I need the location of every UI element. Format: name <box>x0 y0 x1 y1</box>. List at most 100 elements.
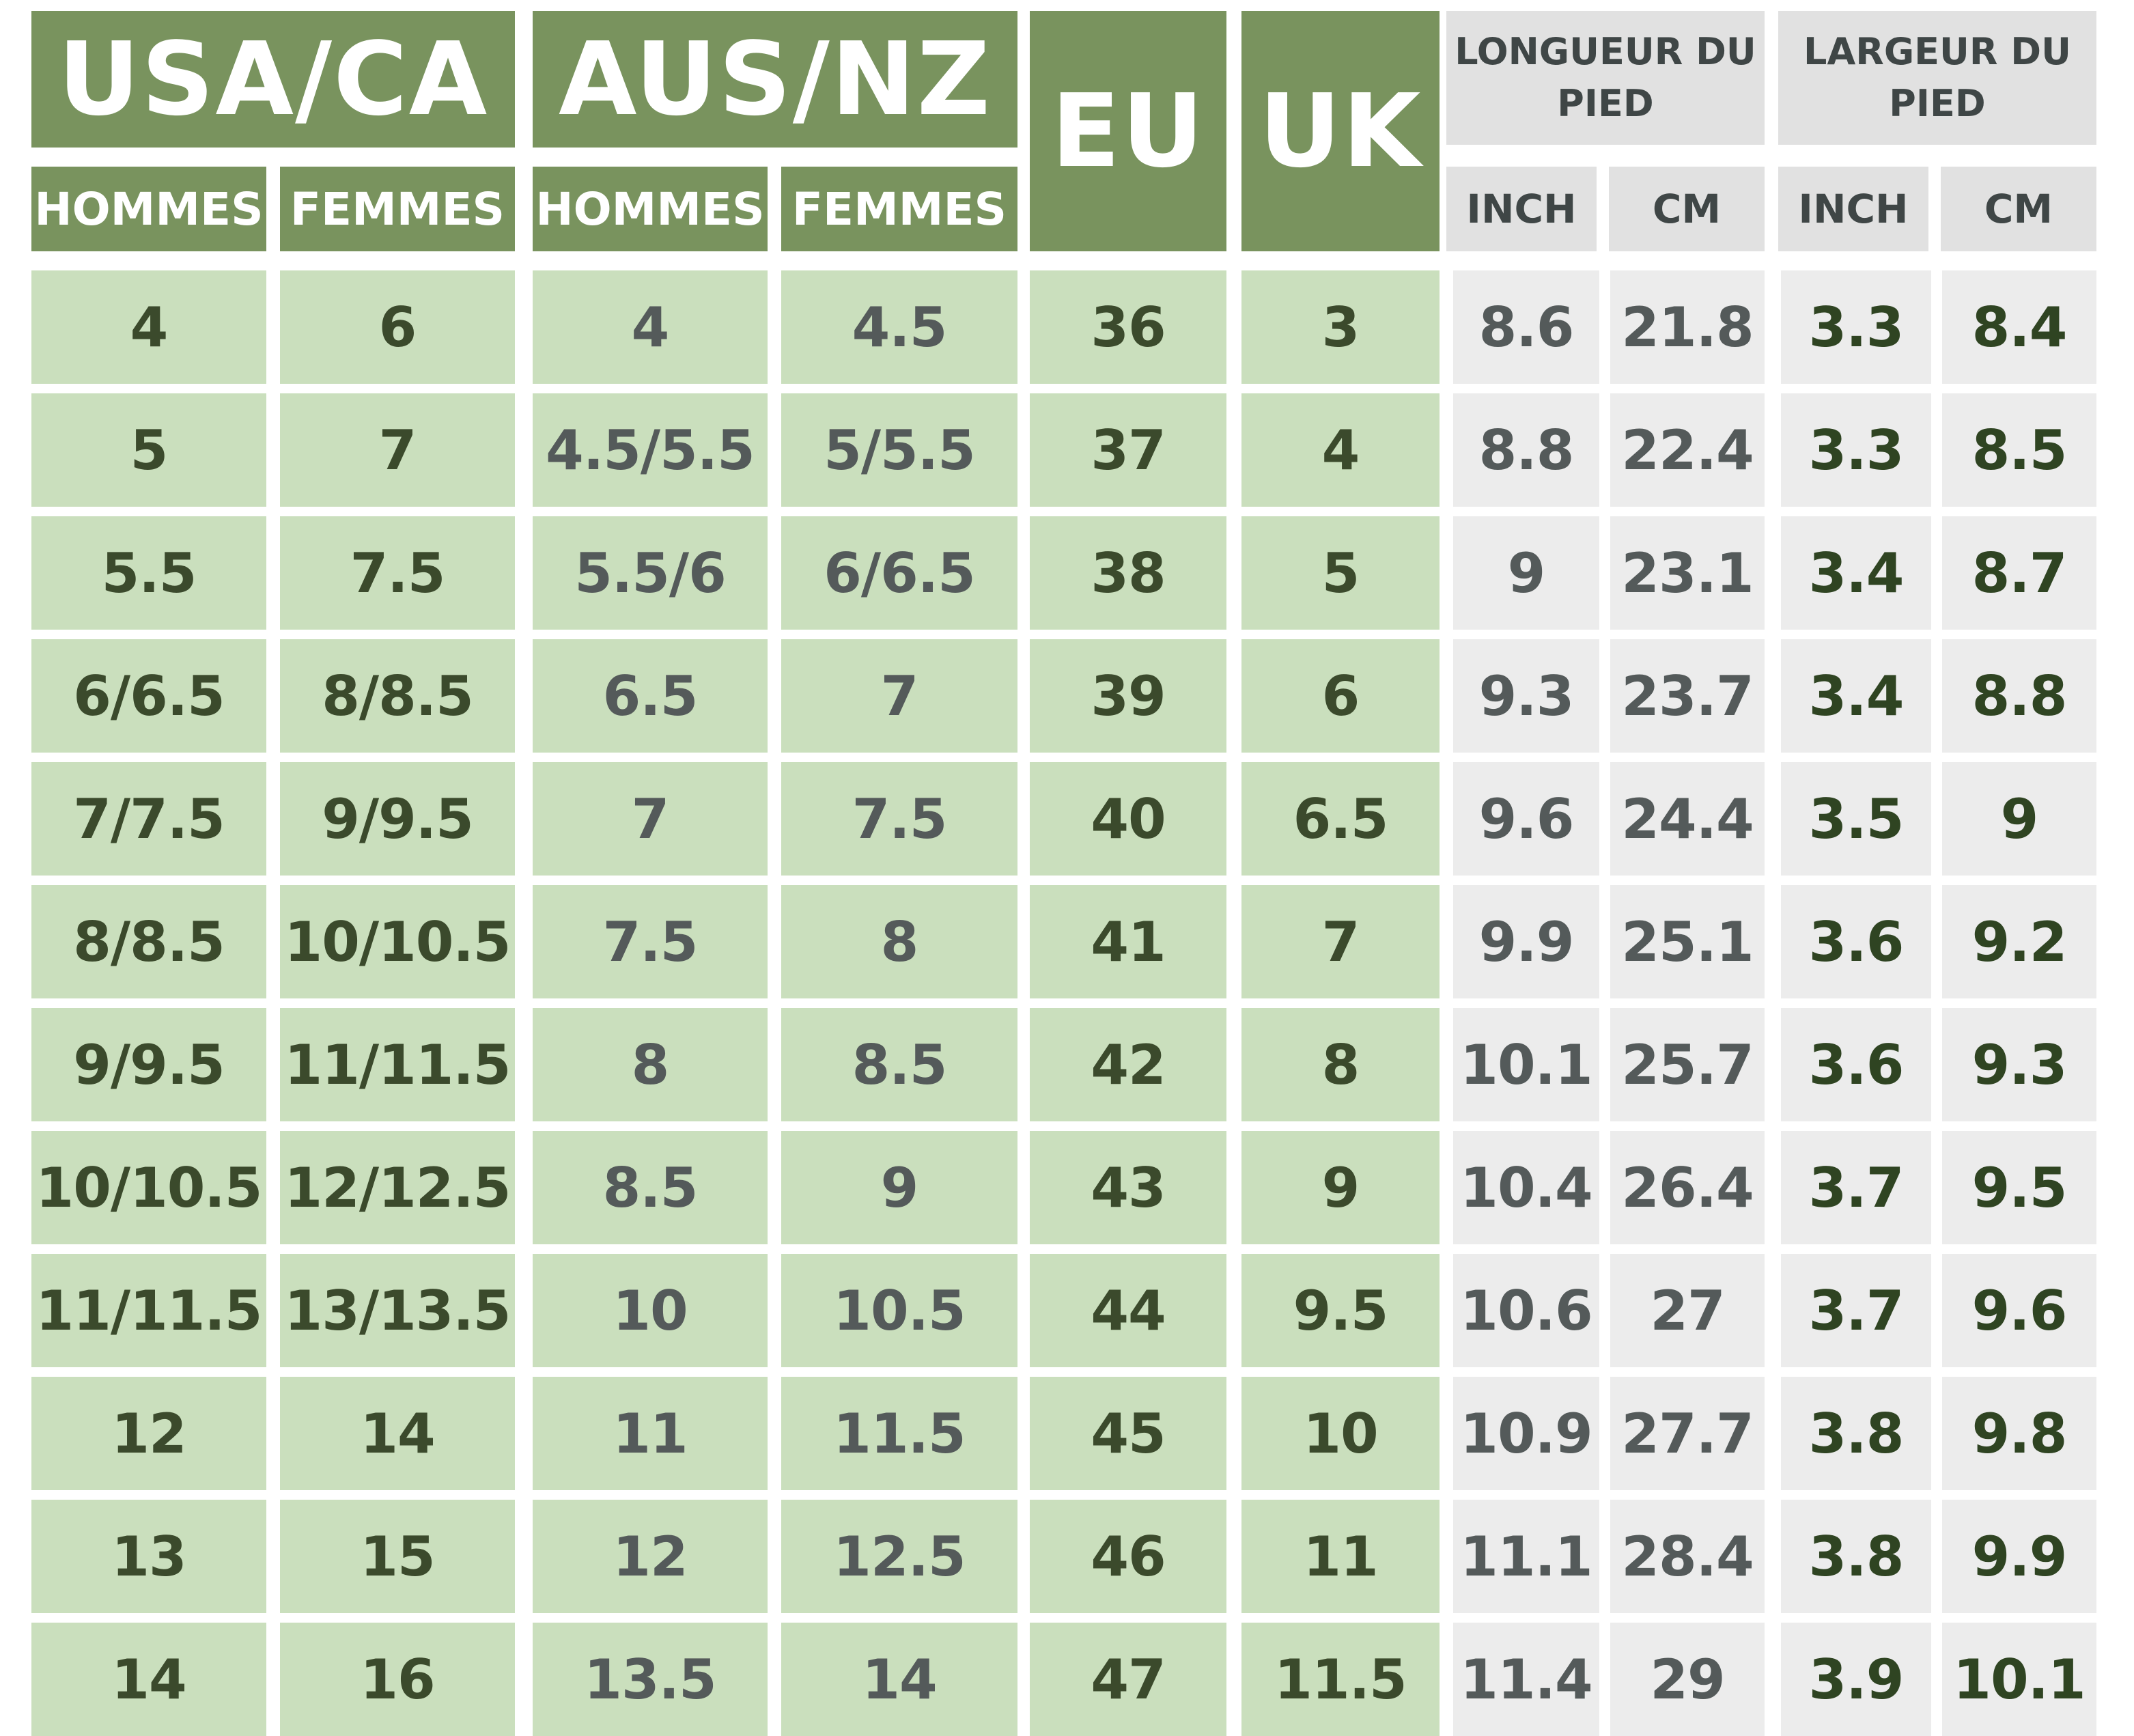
cell-len-cm: 21.8 <box>1610 270 1765 384</box>
cell-uk: 9 <box>1241 1131 1440 1244</box>
cell-usa-h: 14 <box>31 1623 266 1736</box>
cell-usa-h: 7/7.5 <box>31 762 266 876</box>
cell-aus-f: 8.5 <box>781 1008 1017 1121</box>
cell-uk: 6 <box>1241 639 1440 753</box>
cell-wid-in: 3.7 <box>1781 1131 1931 1244</box>
cell-wid-in: 3.5 <box>1781 762 1931 876</box>
cell-usa-h: 4 <box>31 270 266 384</box>
cell-wid-in: 3.6 <box>1781 1008 1931 1121</box>
cell-usa-h: 10/10.5 <box>31 1131 266 1244</box>
header-largeur-cm: CM <box>1941 167 2096 251</box>
cell-aus-f: 14 <box>781 1623 1017 1736</box>
cell-aus-h: 8.5 <box>533 1131 768 1244</box>
cell-wid-in: 3.3 <box>1781 270 1931 384</box>
cell-len-in: 9 <box>1453 516 1599 630</box>
cell-usa-h: 12 <box>31 1377 266 1490</box>
header-uk: UK <box>1241 11 1440 251</box>
cell-len-in: 8.6 <box>1453 270 1599 384</box>
cell-eu: 39 <box>1030 639 1226 753</box>
cell-usa-h: 6/6.5 <box>31 639 266 753</box>
cell-aus-h: 5.5/6 <box>533 516 768 630</box>
cell-aus-f: 7 <box>781 639 1017 753</box>
cell-len-cm: 23.1 <box>1610 516 1765 630</box>
cell-uk: 8 <box>1241 1008 1440 1121</box>
header-largeur-inch: INCH <box>1778 167 1928 251</box>
cell-wid-cm: 9.3 <box>1942 1008 2096 1121</box>
cell-len-cm: 29 <box>1610 1623 1765 1736</box>
cell-len-cm: 22.4 <box>1610 393 1765 507</box>
cell-len-in: 11.1 <box>1453 1500 1599 1613</box>
cell-usa-f: 11/11.5 <box>280 1008 515 1121</box>
cell-wid-in: 3.4 <box>1781 639 1931 753</box>
cell-usa-f: 6 <box>280 270 515 384</box>
cell-usa-f: 7.5 <box>280 516 515 630</box>
cell-len-in: 9.9 <box>1453 885 1599 998</box>
cell-aus-f: 11.5 <box>781 1377 1017 1490</box>
cell-wid-cm: 9.8 <box>1942 1377 2096 1490</box>
cell-usa-h: 13 <box>31 1500 266 1613</box>
cell-uk: 6.5 <box>1241 762 1440 876</box>
cell-wid-in: 3.8 <box>1781 1377 1931 1490</box>
header-eu: EU <box>1030 11 1226 251</box>
cell-uk: 10 <box>1241 1377 1440 1490</box>
cell-uk: 3 <box>1241 270 1440 384</box>
cell-aus-f: 4.5 <box>781 270 1017 384</box>
cell-aus-h: 11 <box>533 1377 768 1490</box>
cell-wid-cm: 9.9 <box>1942 1500 2096 1613</box>
header-aus-nz: AUS/NZ <box>533 11 1017 148</box>
cell-wid-cm: 8.4 <box>1942 270 2096 384</box>
cell-usa-f: 10/10.5 <box>280 885 515 998</box>
cell-aus-f: 12.5 <box>781 1500 1017 1613</box>
cell-usa-f: 9/9.5 <box>280 762 515 876</box>
cell-wid-cm: 10.1 <box>1942 1623 2096 1736</box>
cell-usa-f: 16 <box>280 1623 515 1736</box>
cell-eu: 40 <box>1030 762 1226 876</box>
cell-wid-in: 3.6 <box>1781 885 1931 998</box>
cell-wid-in: 3.8 <box>1781 1500 1931 1613</box>
cell-aus-f: 5/5.5 <box>781 393 1017 507</box>
header-largeur-du-pied: LARGEUR DU PIED <box>1778 11 2096 145</box>
cell-usa-h: 9/9.5 <box>31 1008 266 1121</box>
cell-aus-f: 10.5 <box>781 1254 1017 1367</box>
cell-eu: 46 <box>1030 1500 1226 1613</box>
cell-wid-cm: 9.6 <box>1942 1254 2096 1367</box>
cell-aus-h: 8 <box>533 1008 768 1121</box>
cell-len-in: 10.1 <box>1453 1008 1599 1121</box>
cell-aus-h: 4 <box>533 270 768 384</box>
cell-wid-in: 3.9 <box>1781 1623 1931 1736</box>
cell-len-in: 10.9 <box>1453 1377 1599 1490</box>
cell-usa-f: 14 <box>280 1377 515 1490</box>
cell-len-cm: 26.4 <box>1610 1131 1765 1244</box>
cell-aus-h: 6.5 <box>533 639 768 753</box>
header-longueur-du-pied: LONGUEUR DU PIED <box>1446 11 1765 145</box>
cell-wid-cm: 9 <box>1942 762 2096 876</box>
cell-usa-f: 12/12.5 <box>280 1131 515 1244</box>
cell-eu: 41 <box>1030 885 1226 998</box>
cell-wid-in: 3.3 <box>1781 393 1931 507</box>
cell-usa-f: 13/13.5 <box>280 1254 515 1367</box>
cell-len-in: 9.6 <box>1453 762 1599 876</box>
cell-aus-h: 7 <box>533 762 768 876</box>
cell-eu: 44 <box>1030 1254 1226 1367</box>
cell-len-cm: 25.7 <box>1610 1008 1765 1121</box>
cell-wid-cm: 8.5 <box>1942 393 2096 507</box>
header-usa-hommes: HOMMES <box>31 167 266 251</box>
cell-aus-h: 4.5/5.5 <box>533 393 768 507</box>
cell-eu: 42 <box>1030 1008 1226 1121</box>
header-usa-femmes: FEMMES <box>280 167 515 251</box>
cell-eu: 37 <box>1030 393 1226 507</box>
cell-aus-f: 8 <box>781 885 1017 998</box>
cell-len-cm: 27.7 <box>1610 1377 1765 1490</box>
cell-eu: 38 <box>1030 516 1226 630</box>
cell-usa-h: 11/11.5 <box>31 1254 266 1367</box>
cell-aus-h: 13.5 <box>533 1623 768 1736</box>
cell-aus-f: 7.5 <box>781 762 1017 876</box>
cell-uk: 9.5 <box>1241 1254 1440 1367</box>
cell-uk: 11.5 <box>1241 1623 1440 1736</box>
cell-wid-in: 3.7 <box>1781 1254 1931 1367</box>
cell-usa-h: 5.5 <box>31 516 266 630</box>
cell-aus-f: 9 <box>781 1131 1017 1244</box>
header-longueur-cm: CM <box>1609 167 1765 251</box>
cell-len-in: 10.6 <box>1453 1254 1599 1367</box>
cell-len-cm: 27 <box>1610 1254 1765 1367</box>
